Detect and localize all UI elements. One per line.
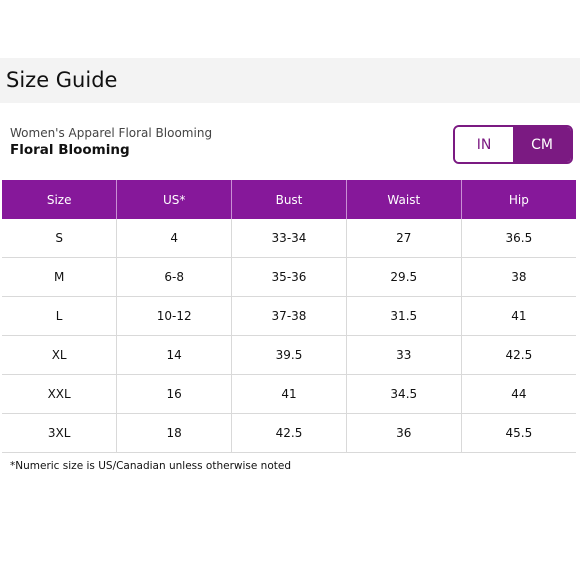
cell-hip: 41 — [461, 296, 576, 336]
unit-option-cm[interactable]: CM — [513, 127, 571, 162]
table-row: XL 14 39.5 33 42.5 — [2, 335, 576, 375]
table-row: M 6-8 35-36 29.5 38 — [2, 257, 576, 297]
cell-bust: 42.5 — [231, 413, 347, 453]
table-row: 3XL 18 42.5 36 45.5 — [2, 413, 576, 453]
cell-hip: 36.5 — [461, 219, 576, 258]
cell-size: M — [2, 257, 118, 297]
column-header-us: US* — [116, 180, 233, 219]
cell-size: S — [2, 219, 118, 258]
column-header-hip: Hip — [461, 180, 576, 219]
cell-waist: 33 — [346, 335, 462, 375]
cell-bust: 35-36 — [231, 257, 347, 297]
cell-waist: 36 — [346, 413, 462, 453]
cell-bust: 41 — [231, 374, 347, 414]
cell-waist: 34.5 — [346, 374, 462, 414]
page-title: Size Guide — [6, 68, 118, 92]
column-header-size: Size — [2, 180, 118, 219]
cell-us: 4 — [116, 219, 233, 258]
cell-size: XL — [2, 335, 118, 375]
product-name: Floral Blooming — [10, 142, 130, 158]
column-header-bust: Bust — [231, 180, 347, 219]
cell-waist: 27 — [346, 219, 462, 258]
cell-hip: 45.5 — [461, 413, 576, 453]
cell-waist: 31.5 — [346, 296, 462, 336]
cell-us: 10-12 — [116, 296, 233, 336]
cell-hip: 38 — [461, 257, 576, 297]
cell-waist: 29.5 — [346, 257, 462, 297]
table-row: L 10-12 37-38 31.5 41 — [2, 296, 576, 336]
cell-bust: 33-34 — [231, 219, 347, 258]
cell-bust: 37-38 — [231, 296, 347, 336]
product-subtitle: Women's Apparel Floral Blooming — [10, 126, 213, 140]
size-footnote: *Numeric size is US/Canadian unless othe… — [10, 460, 291, 472]
cell-hip: 42.5 — [461, 335, 576, 375]
cell-size: L — [2, 296, 118, 336]
cell-us: 18 — [116, 413, 233, 453]
table-row: XXL 16 41 34.5 44 — [2, 374, 576, 414]
table-header-row: Size US* Bust Waist Hip — [2, 180, 576, 219]
size-table: Size US* Bust Waist Hip S 4 33-34 27 36.… — [2, 180, 576, 453]
cell-size: 3XL — [2, 413, 118, 453]
size-guide-header: Size Guide — [0, 58, 580, 103]
top-bar — [0, 0, 580, 58]
unit-toggle: IN CM — [453, 125, 573, 164]
cell-us: 14 — [116, 335, 233, 375]
cell-us: 16 — [116, 374, 233, 414]
column-header-waist: Waist — [346, 180, 462, 219]
cell-size: XXL — [2, 374, 118, 414]
cell-bust: 39.5 — [231, 335, 347, 375]
cell-hip: 44 — [461, 374, 576, 414]
unit-option-in[interactable]: IN — [455, 127, 513, 162]
cell-us: 6-8 — [116, 257, 233, 297]
table-row: S 4 33-34 27 36.5 — [2, 219, 576, 258]
